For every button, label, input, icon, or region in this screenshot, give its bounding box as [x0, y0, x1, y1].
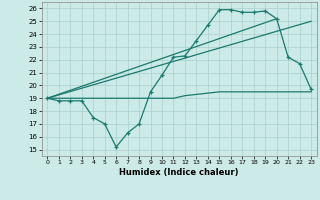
- X-axis label: Humidex (Indice chaleur): Humidex (Indice chaleur): [119, 168, 239, 177]
